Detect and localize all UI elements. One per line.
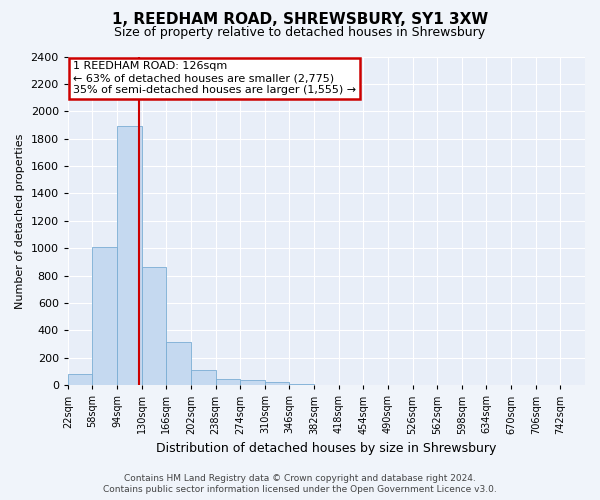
Bar bbox=[166, 342, 191, 386]
Bar bbox=[240, 380, 265, 386]
Text: 1 REEDHAM ROAD: 126sqm
← 63% of detached houses are smaller (2,775)
35% of semi-: 1 REEDHAM ROAD: 126sqm ← 63% of detached… bbox=[73, 62, 356, 94]
Text: Contains HM Land Registry data © Crown copyright and database right 2024.
Contai: Contains HM Land Registry data © Crown c… bbox=[103, 474, 497, 494]
Bar bbox=[142, 268, 166, 386]
Y-axis label: Number of detached properties: Number of detached properties bbox=[15, 133, 25, 308]
X-axis label: Distribution of detached houses by size in Shrewsbury: Distribution of detached houses by size … bbox=[156, 442, 497, 455]
Bar bbox=[289, 384, 314, 386]
Bar bbox=[117, 126, 142, 386]
Text: 1, REEDHAM ROAD, SHREWSBURY, SY1 3XW: 1, REEDHAM ROAD, SHREWSBURY, SY1 3XW bbox=[112, 12, 488, 28]
Bar bbox=[265, 382, 289, 386]
Text: Size of property relative to detached houses in Shrewsbury: Size of property relative to detached ho… bbox=[115, 26, 485, 39]
Bar bbox=[215, 379, 240, 386]
Bar bbox=[68, 374, 92, 386]
Bar bbox=[92, 247, 117, 386]
Bar bbox=[191, 370, 215, 386]
